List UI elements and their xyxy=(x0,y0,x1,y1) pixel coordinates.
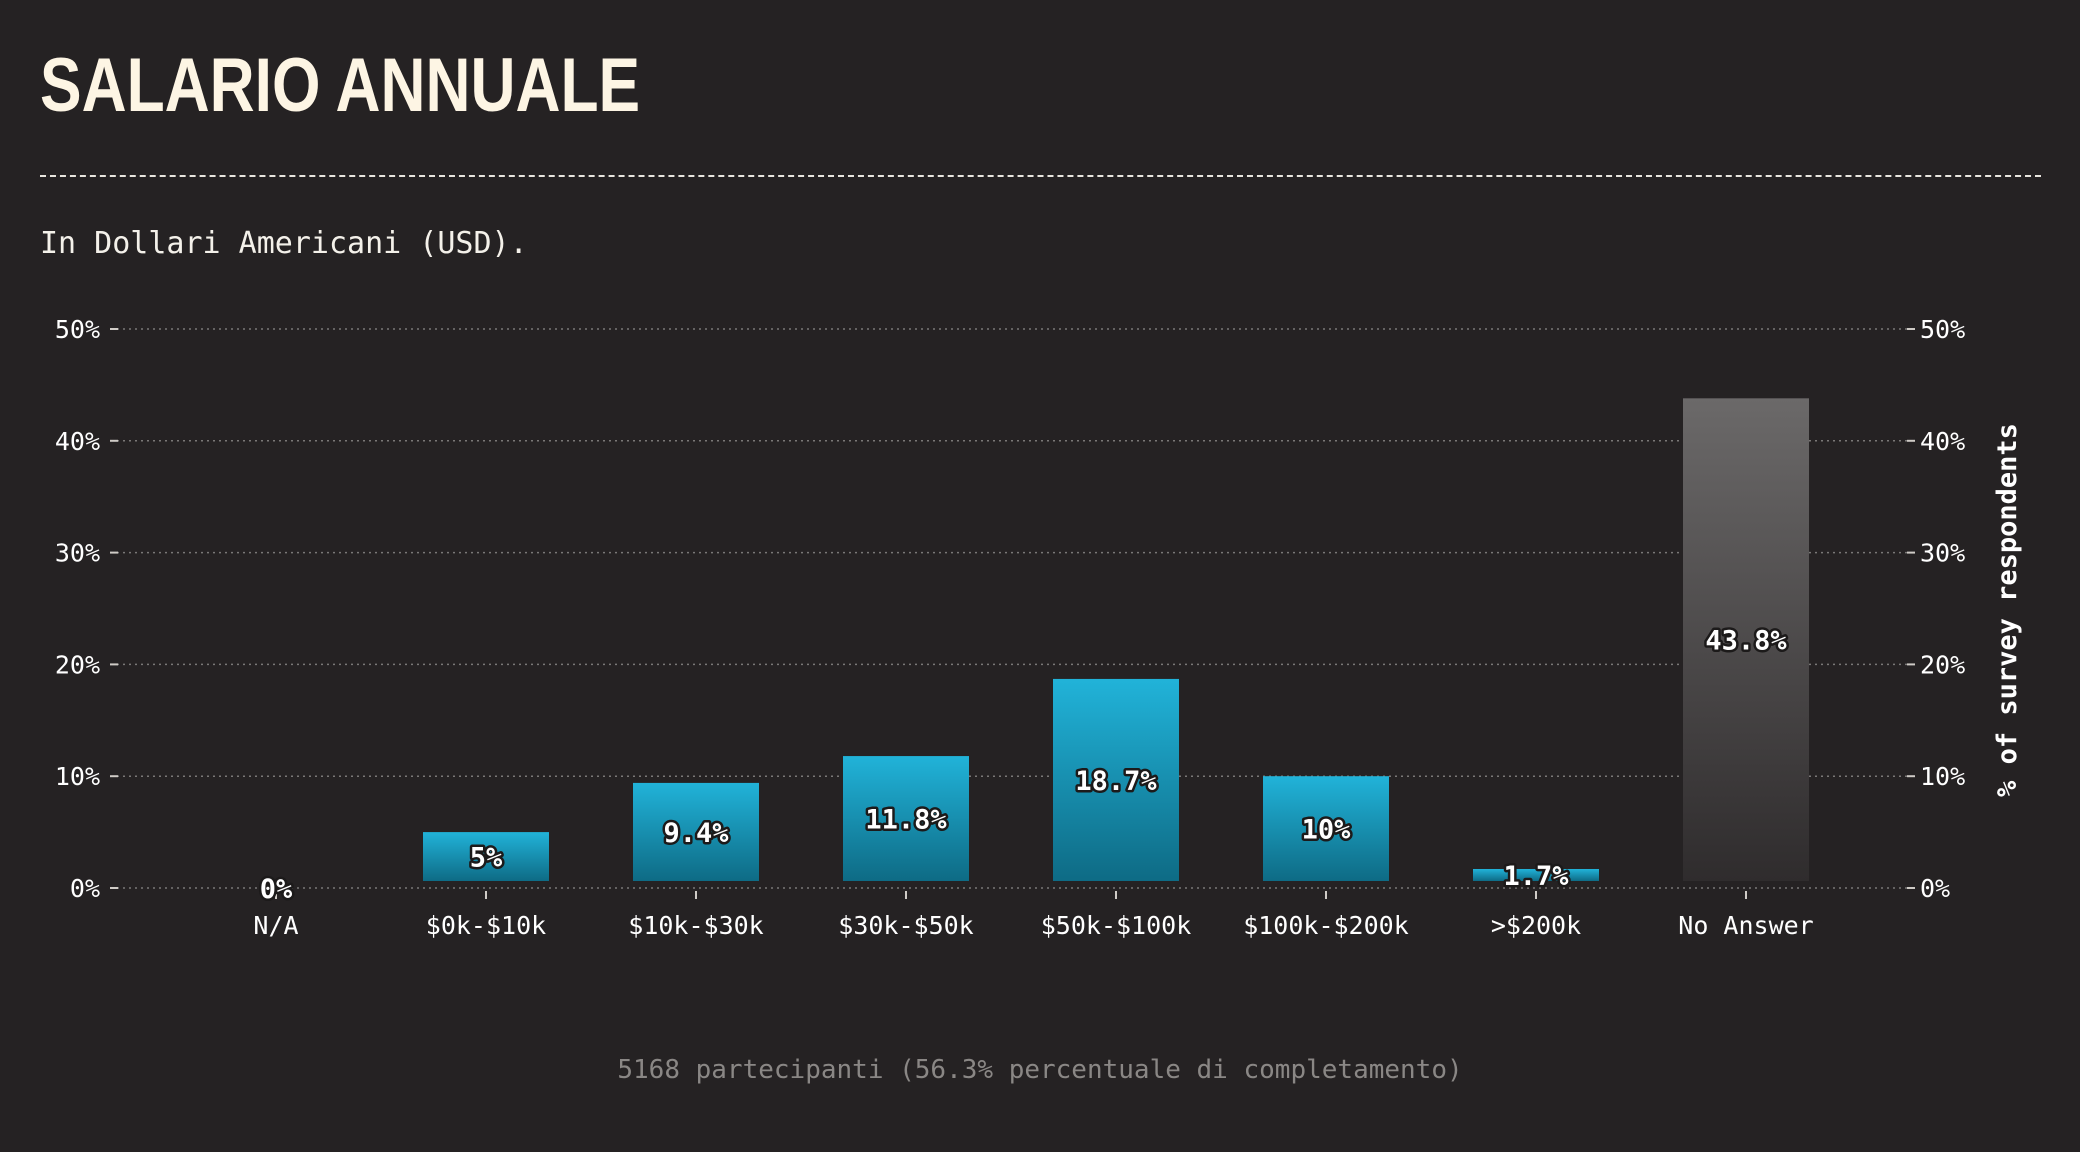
data-label: 43.8% xyxy=(1705,626,1787,657)
left-axis-tick-label: 40% xyxy=(55,427,100,456)
left-axis-tick-label: 20% xyxy=(55,650,100,679)
category-label: N/A xyxy=(253,911,298,940)
right-axis-tick-label: 30% xyxy=(1920,539,1965,568)
axis-ticks: 0% 0% 10% 10% 20% 20% 30% 30% 40% 40% 50% 50% N/A $0k… xyxy=(55,315,1965,940)
left-axis-tick-label: 10% xyxy=(55,762,100,791)
category-label: >$200k xyxy=(1491,911,1581,940)
category-label: $10k-$30k xyxy=(628,911,763,940)
bars xyxy=(423,398,1809,881)
right-axis-tick-label: 10% xyxy=(1920,762,1965,791)
category-label: $30k-$50k xyxy=(838,911,973,940)
grid-lines xyxy=(117,328,1908,889)
bar-4 xyxy=(1053,678,1179,881)
chart-title: SALARIO ANNUALE xyxy=(40,43,641,128)
data-label: 0% xyxy=(260,874,293,905)
left-axis-tick-label: 50% xyxy=(55,315,100,344)
left-axis-tick-label: 30% xyxy=(55,539,100,568)
data-label: 5% xyxy=(470,843,503,874)
right-axis-title: % of survey respondents xyxy=(1992,423,2023,797)
right-axis-tick-label: 50% xyxy=(1920,315,1965,344)
bar-3 xyxy=(843,756,969,881)
data-label: 10% xyxy=(1302,815,1352,846)
bar-1 xyxy=(423,832,549,881)
bar-5 xyxy=(1263,776,1389,881)
bar-6 xyxy=(1473,868,1599,881)
category-label: $0k-$10k xyxy=(426,911,546,940)
data-label: 1.7% xyxy=(1503,861,1569,892)
data-label: 11.8% xyxy=(865,805,947,836)
bar-2 xyxy=(633,782,759,881)
title-divider xyxy=(40,175,2041,177)
category-label: $50k-$100k xyxy=(1041,911,1192,940)
data-label: 18.7% xyxy=(1075,766,1157,797)
category-label: No Answer xyxy=(1678,911,1813,940)
bar-7 xyxy=(1683,398,1809,881)
data-labels: 0% 5% 9.4% 11.8% 18.7% 10% 1.7% 43.8% xyxy=(257,623,1790,907)
right-axis-tick-label: 0% xyxy=(1920,874,1950,903)
right-axis-tick-label: 40% xyxy=(1920,427,1965,456)
category-label: $100k-$200k xyxy=(1243,911,1409,940)
left-axis-tick-label: 0% xyxy=(70,874,100,903)
right-axis-tick-label: 20% xyxy=(1920,650,1965,679)
chart-subtitle: In Dollari Americani (USD). xyxy=(40,226,528,261)
data-label: 9.4% xyxy=(663,818,729,849)
bar-chart: 0% 0% 10% 10% 20% 20% 30% 30% 40% 40% 50% 50% N/A $0k… xyxy=(55,315,2023,940)
participants-note: 5168 partecipanti (56.3% percentuale di … xyxy=(617,1055,1463,1085)
